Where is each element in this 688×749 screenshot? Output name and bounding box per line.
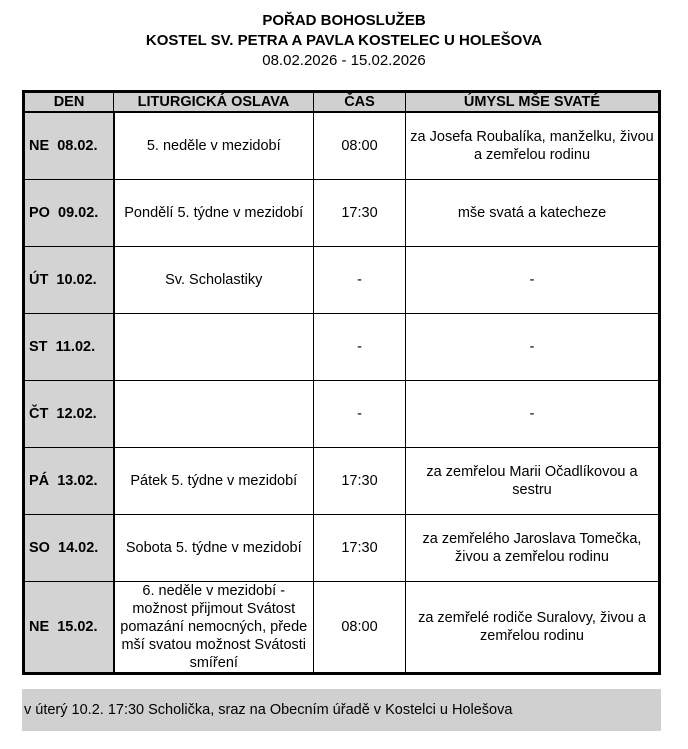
day-cell: ČT 12.02. (23, 380, 115, 448)
intention-cell: - (405, 246, 660, 314)
church-name: KOSTEL SV. PETRA A PAVLA KOSTELEC U HOLE… (145, 32, 543, 49)
time-cell: - (313, 246, 406, 314)
table-header: DEN LITURGICKÁ OSLAVA ČAS ÚMYSL MŠE SVAT… (23, 91, 660, 113)
col-day: DEN (23, 91, 114, 113)
time-cell: - (313, 380, 406, 448)
schedule-table: DEN LITURGICKÁ OSLAVA ČAS ÚMYSL MŠE SVAT… (22, 90, 661, 675)
page-title: POŘAD BOHOSLUŽEB (262, 12, 426, 29)
table-row: ÚT 10.02. Sv. Scholastiky - - (23, 246, 660, 314)
table-row: ČT 12.02. - - (23, 380, 660, 448)
day-cell: PÁ 13.02. (23, 447, 115, 515)
celebration-cell: 6. neděle v mezidobí - možnost přijmout … (113, 581, 314, 674)
celebration-cell: 5. neděle v mezidobí (113, 111, 314, 180)
intention-cell: za zemřelou Marii Očadlíkovou a sestru (405, 447, 660, 515)
celebration-cell: Pátek 5. týdne v mezidobí (113, 447, 314, 515)
time-cell: 17:30 (313, 179, 406, 247)
intention-cell: - (405, 313, 660, 381)
table-row: PÁ 13.02. Pátek 5. týdne v mezidobí 17:30 z… (23, 447, 660, 515)
day-cell: NE 08.02. (23, 111, 115, 180)
time-cell: 17:30 (313, 514, 406, 582)
day-cell: ST 11.02. (23, 313, 115, 381)
celebration-cell: Pondělí 5. týdne v mezidobí (113, 179, 314, 247)
date-range: 08.02.2026 - 15.02.2026 (262, 52, 426, 69)
day-cell: PO 09.02. (23, 179, 115, 247)
table-row: PO 09.02. Pondělí 5. týdne v mezidobí 17:3… (23, 179, 660, 247)
col-celebration: LITURGICKÁ OSLAVA (113, 91, 314, 113)
intention-cell: za Josefa Roubalíka, manželku, živou a z… (405, 111, 660, 180)
intention-cell: mše svatá a katecheze (405, 179, 660, 247)
time-cell: - (313, 313, 406, 381)
intention-cell: za zemřelého Jaroslava Tomečka, živou a … (405, 514, 660, 582)
celebration-cell (113, 313, 314, 381)
intention-cell: za zemřelé rodiče Suralovy, živou a zemř… (405, 581, 660, 674)
table-row: ST 11.02. - - (23, 313, 660, 381)
time-cell: 08:00 (313, 581, 406, 674)
celebration-cell: Sv. Scholastiky (113, 246, 314, 314)
celebration-cell: Sobota 5. týdne v mezidobí (113, 514, 314, 582)
table-row: SO 14.02. Sobota 5. týdne v mezidobí 17:30… (23, 514, 660, 582)
col-intention: ÚMYSL MŠE SVATÉ (405, 91, 660, 113)
note-box: v úterý 10.2. 17:30 Scholička, sraz na O… (22, 689, 661, 731)
day-cell: SO 14.02. (23, 514, 115, 582)
day-cell: ÚT 10.02. (23, 246, 115, 314)
table-row: NE 15.02. 6. neděle v mezidobí - možnost … (23, 581, 660, 674)
time-cell: 08:00 (313, 111, 406, 180)
intention-cell: - (405, 380, 660, 448)
day-cell: NE 15.02. (23, 581, 115, 674)
time-cell: 17:30 (313, 447, 406, 515)
col-time: ČAS (313, 91, 406, 113)
table-row: NE 08.02. 5. neděle v mezidobí 08:00 za Jos… (23, 111, 660, 180)
celebration-cell (113, 380, 314, 448)
